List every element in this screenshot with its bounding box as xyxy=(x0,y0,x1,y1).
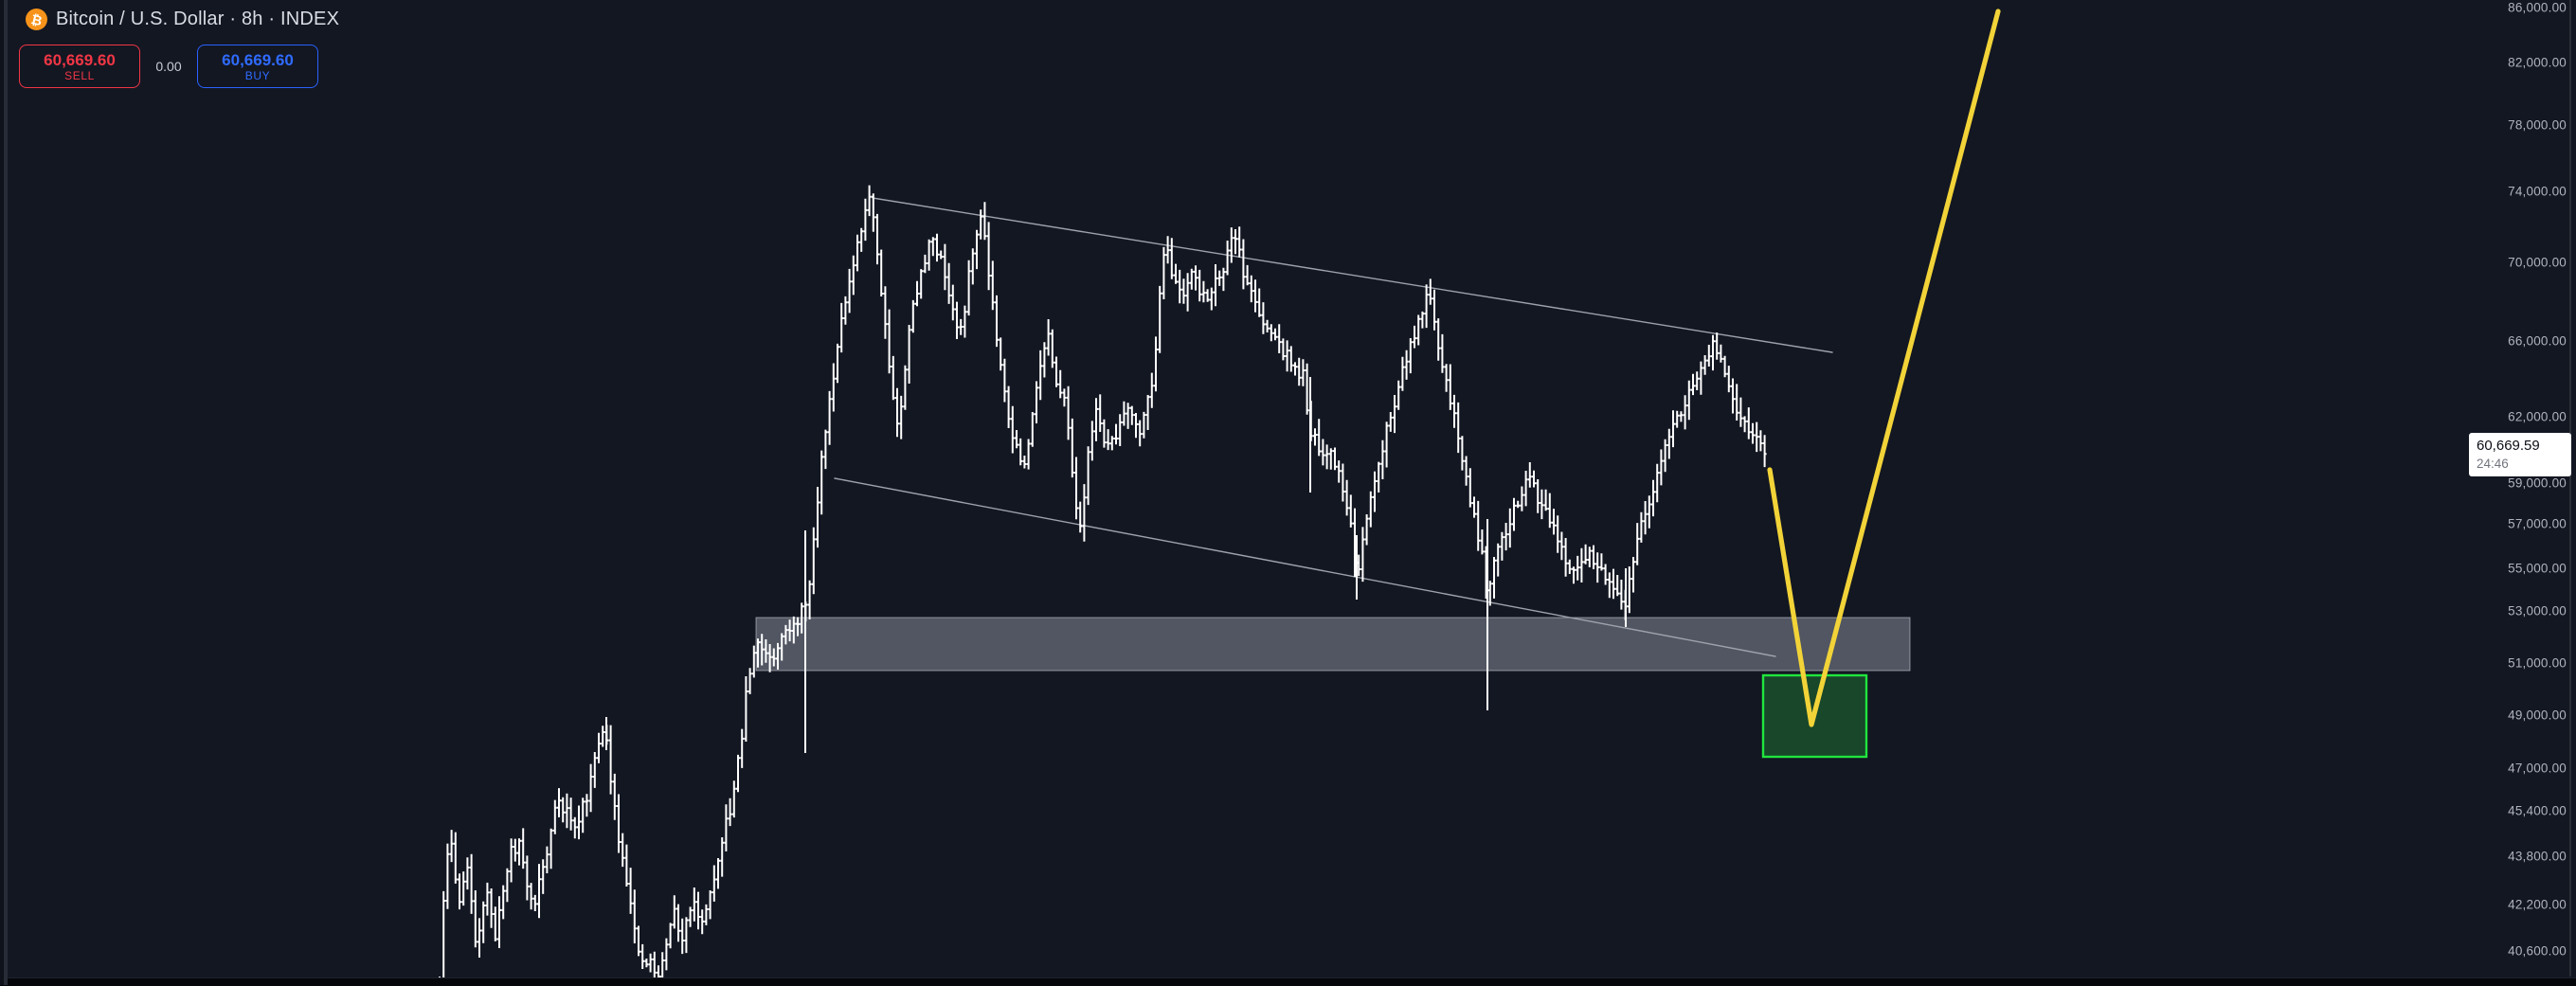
price-axis-label: 78,000.00 xyxy=(2508,117,2567,133)
symbol-title[interactable]: Bitcoin / U.S. Dollar · 8h · INDEX xyxy=(56,9,340,29)
buy-price: 60,669.60 xyxy=(222,50,294,69)
bitcoin-logo-icon: ₿ xyxy=(26,9,47,30)
last-price-value: 60,669.59 xyxy=(2477,438,2540,454)
price-axis-label: 53,000.00 xyxy=(2508,603,2567,618)
sell-label: SELL xyxy=(64,68,95,82)
last-price-badge: 60,669.59 24:46 xyxy=(2469,433,2571,476)
sell-price: 60,669.60 xyxy=(44,50,116,69)
channel-lower-trendline[interactable] xyxy=(834,477,1776,657)
price-axis-label: 43,800.00 xyxy=(2508,849,2567,864)
channel-upper-trendline[interactable] xyxy=(872,197,1833,353)
buy-button[interactable]: 60,669.60 BUY xyxy=(197,45,318,88)
price-axis-label: 86,000.00 xyxy=(2508,0,2567,15)
left-panel-edge xyxy=(0,0,4,985)
spread-value: 0.00 xyxy=(155,59,182,74)
price-axis-label: 82,000.00 xyxy=(2508,55,2567,70)
price-scale-border xyxy=(2569,0,2571,977)
price-axis-label: 49,000.00 xyxy=(2508,708,2567,723)
price-axis-label: 74,000.00 xyxy=(2508,184,2567,199)
projection-path[interactable] xyxy=(1767,9,2001,727)
price-axis-label: 59,000.00 xyxy=(2508,475,2567,491)
price-axis-label: 47,000.00 xyxy=(2508,761,2567,776)
trade-buttons-row: 60,669.60 SELL 0.00 60,669.60 BUY xyxy=(19,45,318,88)
price-axis-label: 62,000.00 xyxy=(2508,409,2567,424)
price-bars-series xyxy=(439,185,1767,977)
price-axis-label: 42,200.00 xyxy=(2508,897,2567,912)
symbol-title-row: ₿ Bitcoin / U.S. Dollar · 8h · INDEX xyxy=(26,9,339,30)
left-panel-divider xyxy=(4,0,8,985)
price-axis-label: 45,400.00 xyxy=(2508,803,2567,818)
price-axis-label: 51,000.00 xyxy=(2508,655,2567,671)
supply-zone-rect[interactable] xyxy=(755,617,1911,672)
price-axis-label: 55,000.00 xyxy=(2508,561,2567,576)
sell-button[interactable]: 60,669.60 SELL xyxy=(19,45,140,88)
time-axis-strip[interactable] xyxy=(0,977,2576,986)
buy-label: BUY xyxy=(244,68,271,82)
price-axis-label: 70,000.00 xyxy=(2508,255,2567,270)
price-axis-label: 57,000.00 xyxy=(2508,516,2567,531)
bar-countdown: 24:46 xyxy=(2477,457,2509,471)
price-axis-label: 40,600.00 xyxy=(2508,943,2567,959)
price-axis-label: 66,000.00 xyxy=(2508,333,2567,349)
bitcoin-glyph: ₿ xyxy=(29,10,44,28)
